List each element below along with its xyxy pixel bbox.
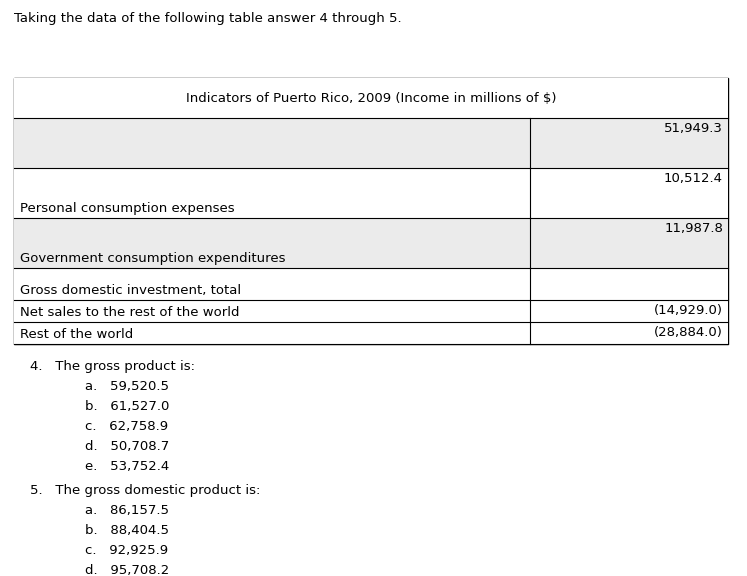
Text: d.   95,708.2: d. 95,708.2 [85,564,170,576]
Text: Indicators of Puerto Rico, 2009 (Income in millions of $): Indicators of Puerto Rico, 2009 (Income … [186,92,557,104]
Bar [14,168,728,218]
Text: Rest of the world: Rest of the world [20,328,133,341]
Text: Government consumption expenditures: Government consumption expenditures [20,252,285,265]
Text: 5.   The gross domestic product is:: 5. The gross domestic product is: [30,484,261,497]
Bar [14,218,728,268]
Text: 4.   The gross product is:: 4. The gross product is: [30,360,195,373]
Text: e.   53,752.4: e. 53,752.4 [85,460,170,473]
Text: 11,987.8: 11,987.8 [664,222,723,235]
Text: c.   62,758.9: c. 62,758.9 [85,420,168,433]
Bar [14,118,728,168]
Text: 10,512.4: 10,512.4 [664,172,723,185]
Text: 51,949.3: 51,949.3 [664,122,723,135]
Text: a.   59,520.5: a. 59,520.5 [85,380,169,393]
Text: a.   86,157.5: a. 86,157.5 [85,504,169,517]
Bar [14,322,728,344]
Text: b.   61,527.0: b. 61,527.0 [85,400,170,413]
Text: Net sales to the rest of the world: Net sales to the rest of the world [20,306,240,319]
Text: d.   50,708.7: d. 50,708.7 [85,440,170,453]
Text: Gross domestic investment, total: Gross domestic investment, total [20,284,241,297]
Bar [14,300,728,322]
Text: (28,884.0): (28,884.0) [654,326,723,339]
Bar [14,78,728,118]
Bar [14,268,728,300]
Text: c.   92,925.9: c. 92,925.9 [85,544,168,557]
Text: Personal consumption expenses: Personal consumption expenses [20,202,235,215]
Text: Taking the data of the following table answer 4 through 5.: Taking the data of the following table a… [14,12,402,25]
Text: (14,929.0): (14,929.0) [654,304,723,317]
Text: b.   88,404.5: b. 88,404.5 [85,524,169,537]
